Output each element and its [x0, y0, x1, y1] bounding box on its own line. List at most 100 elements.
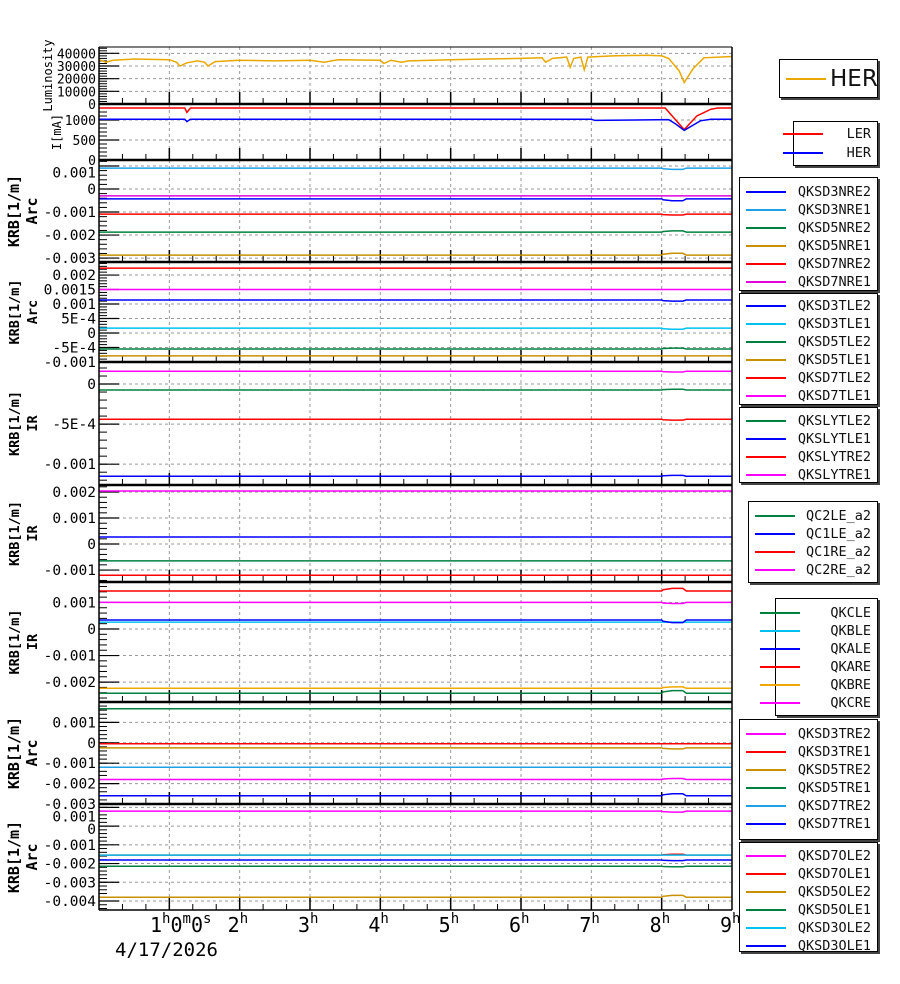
legend-swatch — [746, 395, 786, 397]
x-axis-labels: 1h0m0s 2h 3h 4h 5h 6h 7h 8h 9h 4/17/2026 — [115, 911, 740, 961]
legend-item: QKSD3TRE2 — [740, 725, 877, 743]
y-axis-label: KRB[1/m] — [7, 501, 23, 566]
y-tick-label: 0 — [87, 537, 96, 553]
legend-label: QKSD3NRE2 — [797, 184, 871, 200]
legend-label: QKSLYTLE2 — [797, 413, 871, 429]
y-tick-label: -0.003 — [44, 251, 96, 267]
legend-item: QKSD7OLE1 — [740, 865, 877, 883]
legend-swatch — [746, 733, 786, 735]
legend-swatch — [746, 927, 786, 929]
legend-item: QKSD5TRE1 — [740, 779, 877, 797]
legend-item: QKSLYTRE1 — [740, 466, 877, 484]
legend-item: QKSD3NRE2 — [740, 183, 877, 201]
legend-item: QKSD5TLE1 — [740, 351, 877, 369]
legend-swatch — [746, 945, 786, 947]
legend-item: QKSD7NRE1 — [740, 273, 877, 291]
legend-item: QKSD7TRE2 — [740, 797, 877, 815]
legend-label: QKARE — [830, 659, 871, 675]
series-line-qksd5tle2 — [99, 347, 732, 350]
series-line-qksd3ole1 — [99, 859, 732, 862]
legend-swatch — [746, 359, 786, 361]
legend-item: QKCRE — [760, 694, 877, 712]
legend-swatch — [746, 191, 786, 193]
y-tick-label: 0.001 — [52, 810, 96, 826]
legend-item: QKSD5OLE1 — [740, 901, 877, 919]
series-line-qksd5nre1 — [99, 252, 732, 256]
legend-swatch — [755, 569, 795, 571]
y-tick-label: -0.001 — [44, 563, 96, 579]
legend-swatch — [746, 769, 786, 771]
y-tick-label: 0 — [87, 822, 96, 838]
legend-label: QKBRE — [830, 677, 871, 693]
legend-label: QC2LE_a2 — [805, 508, 871, 524]
legend-swatch — [783, 133, 823, 135]
series-line-qksd7nre2 — [99, 213, 732, 216]
legend-label: QKSD3OLE1 — [797, 938, 871, 954]
series-line-her — [99, 118, 732, 132]
legend-swatch — [786, 78, 826, 80]
legend-swatch — [755, 515, 795, 517]
x-tick-label: 4h — [368, 911, 388, 937]
y-axis-label: IR — [25, 633, 41, 650]
legend-label: QKSD7TRE2 — [797, 798, 871, 814]
series-line-ler — [99, 107, 732, 131]
legend-item: QC2LE_a2 — [749, 507, 877, 525]
legend-panel-1: HER — [779, 59, 878, 98]
y-tick-label: 20000 — [57, 73, 96, 88]
legend-label: QKSD3TLE1 — [797, 316, 871, 332]
legend-label: QKSD7TRE1 — [797, 816, 871, 832]
legend-label: QC2RE_a2 — [805, 562, 871, 578]
legend-item: QKSLYTLE2 — [740, 412, 877, 430]
legend-item: QKSLYTRE2 — [740, 448, 877, 466]
legend-swatch — [746, 438, 786, 440]
legend-label: QKSD7TLE1 — [797, 388, 871, 404]
legend-item: QC1LE_a2 — [749, 525, 877, 543]
series-line-qkcre — [99, 601, 732, 605]
y-tick-label: -0.001 — [44, 355, 96, 371]
series-line-qksd7ole2 — [99, 810, 732, 813]
y-axis-label: KRB[1/m] — [5, 821, 23, 893]
y-axis-label: KRB[1/m] — [7, 279, 23, 344]
x-tick-label: 1h0m0s — [150, 911, 211, 937]
legend-item: QKSD5TLE2 — [740, 333, 877, 351]
y-tick-label: -0.001 — [44, 457, 96, 473]
y-tick-label: -0.003 — [44, 875, 96, 891]
legend-label: HER — [846, 145, 871, 161]
legend-swatch — [755, 533, 795, 535]
legend-item: HER — [783, 144, 877, 162]
legend-label: QKCRE — [830, 695, 871, 711]
legend-item: QKSLYTLE1 — [740, 430, 877, 448]
legend-label: QKSD7TLE2 — [797, 370, 871, 386]
y-tick-label: 0.001 — [52, 166, 96, 182]
legend-label: QKSD5NRE1 — [797, 238, 871, 254]
legend-item: QKARE — [760, 658, 877, 676]
legend-item: QKSD7NRE2 — [740, 255, 877, 273]
legend-swatch — [746, 855, 786, 857]
y-axis-label: KRB[1/m] — [5, 717, 23, 789]
legend-label: QKSD7OLE2 — [797, 848, 871, 864]
y-tick-label: 0 — [87, 622, 96, 638]
legend-panel-7: QKCLE QKBLE QKALE QKARE QKBRE QKCRE — [760, 598, 878, 716]
y-tick-label: -5E-4 — [52, 417, 96, 433]
legend-item: QKSD5OLE2 — [740, 883, 877, 901]
legend-item: QKCLE — [760, 604, 877, 622]
legend-item: HER — [780, 64, 878, 94]
series-line-qksd7tre1 — [99, 793, 732, 797]
legend-label: QKSD3TRE1 — [797, 744, 871, 760]
legend-label: QKBLE — [830, 623, 871, 639]
legend-label: QKSD5TRE1 — [797, 780, 871, 796]
y-tick-label: 1000 — [65, 114, 96, 129]
legend-item: QKBLE — [760, 622, 877, 640]
series-line-qksd5ole1 — [99, 865, 732, 868]
legend-item: QKBRE — [760, 676, 877, 694]
series-line-qksd3nre2 — [99, 198, 732, 202]
y-axis-label: IR — [25, 525, 41, 542]
legend-label: QKSD5NRE2 — [797, 220, 871, 236]
series-line-qkare — [99, 587, 732, 592]
y-tick-label: -0.001 — [44, 756, 96, 772]
y-tick-label: -0.002 — [44, 857, 96, 873]
